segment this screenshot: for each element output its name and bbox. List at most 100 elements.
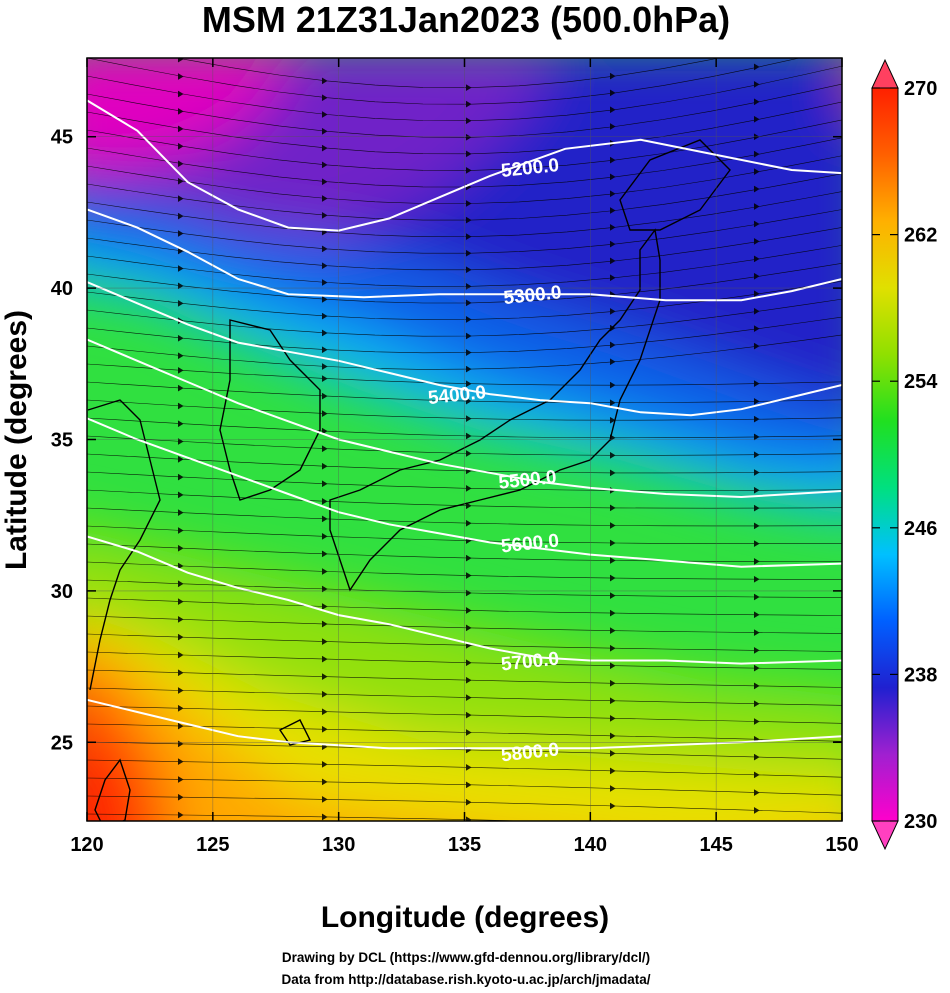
wind-arrowhead (177, 143, 184, 150)
wind-arrowhead (177, 420, 184, 427)
wind-arrowhead (321, 329, 328, 337)
wind-arrowhead (609, 697, 616, 705)
wind-arrowhead (753, 238, 760, 245)
wind-arrowhead (609, 767, 616, 775)
plot-area (87, 58, 842, 867)
contour-line-5500 (87, 338, 842, 499)
wind-arrowhead (609, 732, 616, 740)
wind-arrowhead (321, 262, 328, 269)
colorbar-tick-label: 262 (904, 225, 937, 247)
wind-arrowhead (609, 662, 616, 669)
wind-arrowhead (753, 487, 760, 494)
wind-arrowhead (177, 230, 184, 237)
wind-arrowhead (465, 676, 472, 684)
wind-arrowhead (321, 462, 328, 470)
wind-arrowhead (321, 212, 328, 219)
wind-arrowhead (465, 299, 472, 307)
wind-arrowhead (177, 580, 184, 588)
wind-arrowhead (753, 789, 760, 796)
contour-line-5700 (87, 535, 842, 665)
wind-arrowhead (753, 203, 760, 210)
wind-arrowhead (321, 161, 328, 169)
y-tick-label: 30 (51, 581, 73, 603)
colorbar-ticks: 230 238 246 254 262 270 (872, 78, 938, 833)
wind-arrowhead (754, 843, 759, 849)
wind-arrowhead (177, 402, 184, 410)
wind-arrowhead (465, 332, 472, 340)
wind-arrowhead (610, 838, 615, 844)
wind-arrowhead (753, 398, 760, 405)
wind-arrowhead (177, 562, 184, 570)
wind-arrowhead (321, 279, 328, 286)
wind-arrowhead (321, 796, 328, 803)
wind-arrowhead (465, 450, 472, 457)
credit-drawing: Drawing by DCL (https://www.gfd-dennou.o… (282, 950, 650, 965)
wind-arrowhead (321, 726, 328, 733)
wind-arrowhead (609, 358, 616, 366)
wind-arrowhead (465, 764, 472, 771)
wind-arrowhead (609, 72, 616, 80)
wind-arrowhead (177, 616, 184, 623)
wind-arrowhead (465, 485, 472, 492)
wind-arrowhead (321, 480, 328, 488)
wind-arrowhead (321, 568, 328, 575)
wind-arrowhead (609, 504, 616, 512)
wind-arrowhead (321, 392, 328, 400)
china-coast (87, 399, 161, 691)
wind-arrowhead (753, 342, 760, 350)
colorbar-tick-label: 238 (904, 664, 937, 686)
contour-labels: 5200.05300.05400.05500.05600.05700.05800… (427, 155, 563, 766)
wind-arrowhead (754, 861, 759, 867)
wind-arrowhead (753, 255, 760, 263)
wind-arrowhead (465, 233, 472, 240)
wind-arrowhead (609, 240, 616, 248)
wind-arrowhead (753, 150, 760, 158)
wind-arrowhead (753, 220, 760, 228)
x-tick-label: 125 (196, 834, 229, 856)
wind-arrowhead (321, 445, 328, 452)
x-tick-label: 140 (574, 834, 607, 856)
wind-arrowhead (321, 708, 328, 715)
wind-arrowhead (753, 753, 760, 761)
wind-arrowhead (753, 116, 760, 123)
y-axis: 25 30 35 40 45 (51, 127, 842, 754)
wind-arrowhead (321, 761, 328, 768)
wind-arrowhead (321, 673, 328, 680)
wind-arrowhead (321, 111, 328, 118)
wind-arrowhead (177, 108, 184, 115)
wind-arrowhead (177, 125, 184, 133)
taiwan-coast (94, 758, 131, 821)
wind-arrowhead (177, 265, 184, 272)
wind-arrowhead (609, 680, 616, 687)
wind-arrowhead (609, 274, 616, 281)
wind-arrowhead (465, 432, 472, 440)
wind-arrowhead (177, 705, 184, 712)
x-axis: 120 125 130 135 140 145 150 (70, 58, 859, 856)
wind-arrowhead (177, 73, 184, 80)
wind-arrowhead (321, 363, 328, 370)
x-tick-label: 145 (699, 834, 732, 856)
wind-arrowhead (753, 451, 760, 458)
wind-arrowhead (177, 527, 184, 534)
contour-line-5200 (87, 99, 842, 232)
colorbar: 230 238 246 254 262 270 (871, 58, 938, 851)
wind-arrowhead (177, 352, 184, 359)
x-tick-label: 130 (322, 834, 355, 856)
colorbar-tick-label: 254 (904, 371, 938, 393)
wind-arrowhead (609, 574, 616, 582)
y-tick-label: 35 (51, 430, 73, 452)
wind-arrowhead (177, 544, 184, 552)
colorbar-body (871, 87, 899, 822)
wind-arrowhead (753, 504, 760, 512)
wind-arrowhead (177, 177, 184, 185)
wind-arrowhead (753, 81, 760, 88)
wind-arrowhead (753, 664, 760, 672)
x-tick-label: 120 (70, 834, 103, 856)
wind-arrowhead (753, 63, 760, 71)
wind-arrowhead (609, 715, 616, 722)
wind-arrowhead (753, 718, 760, 725)
colorbar-tick-label: 246 (904, 518, 937, 540)
wind-vectors (87, 58, 842, 867)
wind-arrowhead (465, 365, 472, 373)
wind-arrowhead (177, 633, 184, 641)
